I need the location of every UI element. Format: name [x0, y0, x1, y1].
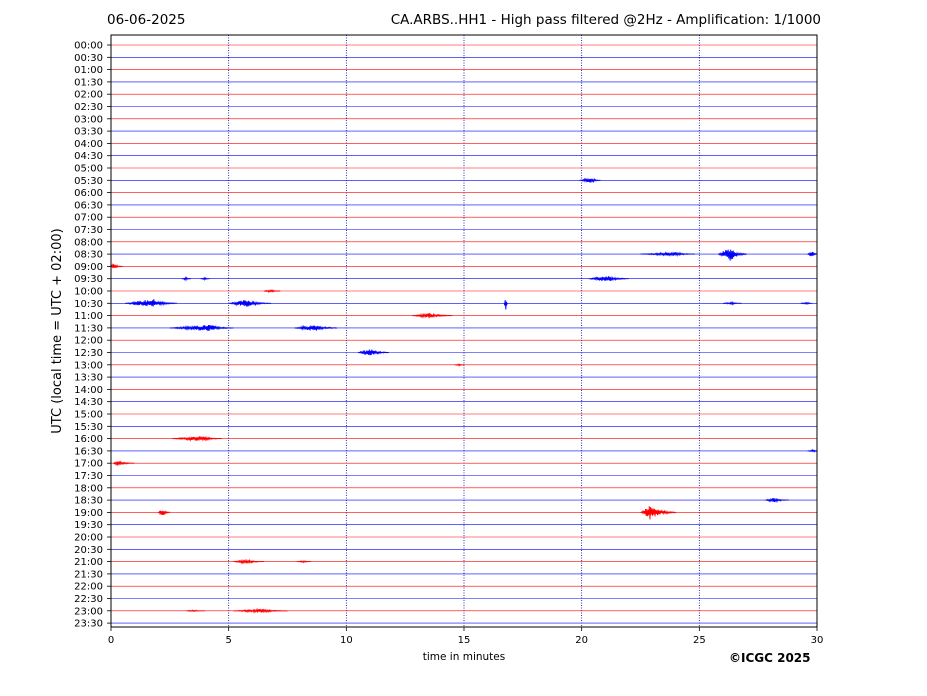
row-label: 08:00	[74, 237, 103, 248]
date-label: 06-06-2025	[107, 12, 186, 28]
row-label: 00:00	[74, 41, 103, 52]
row-label: 06:30	[74, 200, 103, 211]
seismic-event	[124, 299, 178, 307]
seismic-event	[233, 558, 265, 565]
seismic-event	[233, 607, 288, 614]
x-tick-label: 20	[575, 635, 588, 646]
seismic-event	[228, 300, 272, 307]
seismic-event	[640, 251, 695, 257]
row-label: 06:00	[74, 188, 103, 199]
row-label: 10:30	[74, 299, 103, 310]
seismic-event	[263, 289, 281, 293]
seismic-event	[640, 506, 677, 520]
x-tick-label: 25	[693, 635, 706, 646]
seismic-event	[186, 609, 206, 613]
row-label: 01:30	[74, 77, 103, 88]
x-tick-label: 5	[225, 635, 231, 646]
row-label: 12:30	[74, 348, 103, 359]
row-label: 13:30	[74, 373, 103, 384]
row-label: 20:00	[74, 533, 103, 544]
seismic-event	[113, 460, 135, 466]
seismic-event	[722, 300, 742, 306]
row-label: 09:30	[74, 274, 103, 285]
x-tick-label: 15	[458, 635, 471, 646]
vertical-grid	[228, 35, 700, 627]
row-label: 22:00	[74, 582, 103, 593]
seismic-event	[200, 276, 210, 281]
row-label: 01:00	[74, 65, 103, 76]
x-tick-label: 30	[811, 635, 824, 646]
trace-baselines	[111, 44, 817, 624]
x-ticks: 0 5 10 15 20 25 30	[108, 627, 824, 646]
seismic-event	[579, 177, 601, 184]
seismic-event	[454, 363, 465, 367]
row-label: 21:30	[74, 569, 103, 580]
row-label: 20:30	[74, 545, 103, 556]
row-label: 02:00	[74, 90, 103, 101]
row-label: 08:30	[74, 250, 103, 261]
row-label: 02:30	[74, 102, 103, 113]
row-label: 04:00	[74, 139, 103, 150]
chart-title: CA.ARBS..HH1 - High pass filtered @2Hz -…	[390, 12, 821, 28]
row-label: 00:30	[74, 53, 103, 64]
row-label: 07:30	[74, 225, 103, 236]
row-label: 19:00	[74, 508, 103, 519]
seismic-event	[181, 276, 192, 282]
row-label: 04:30	[74, 151, 103, 162]
seismic-event	[358, 349, 389, 356]
y-axis-label: UTC (local time = UTC + 02:00)	[50, 228, 65, 433]
row-label: 11:00	[74, 311, 103, 322]
row-label: 19:30	[74, 520, 103, 531]
seismic-event	[807, 251, 818, 257]
row-label: 17:30	[74, 471, 103, 482]
row-label: 18:00	[74, 483, 103, 494]
row-label: 07:00	[74, 213, 103, 224]
row-label: 22:30	[74, 594, 103, 605]
seismic-event	[157, 510, 171, 516]
row-label: 16:30	[74, 446, 103, 457]
seismic-event	[800, 301, 813, 306]
row-label: 10:00	[74, 287, 103, 298]
row-label: 23:00	[74, 606, 103, 617]
row-label: 09:00	[74, 262, 103, 273]
x-axis-label: time in minutes	[423, 651, 505, 663]
row-label: 13:00	[74, 360, 103, 371]
seismic-event	[588, 276, 629, 282]
x-tick-label: 0	[108, 635, 114, 646]
seismic-event	[169, 324, 234, 331]
seismic-event	[296, 560, 311, 564]
row-label: 23:30	[74, 619, 103, 630]
row-label: 15:00	[74, 410, 103, 421]
copyright-label: ©ICGC 2025	[729, 651, 811, 665]
seismic-event	[110, 263, 123, 269]
row-label: 17:00	[74, 459, 103, 470]
seismic-event	[807, 448, 818, 453]
row-label: 12:00	[74, 336, 103, 347]
row-label: 21:00	[74, 557, 103, 568]
row-label: 16:00	[74, 434, 103, 445]
seismic-event	[412, 312, 453, 319]
seismic-events	[110, 177, 818, 614]
seismic-event	[503, 300, 508, 310]
row-label: 05:30	[74, 176, 103, 187]
seismic-event	[765, 497, 789, 504]
row-label: 14:30	[74, 397, 103, 408]
seismic-event	[172, 435, 222, 442]
row-label: 14:00	[74, 385, 103, 396]
x-tick-label: 10	[340, 635, 353, 646]
row-label: 05:00	[74, 164, 103, 175]
row-label: 18:30	[74, 496, 103, 507]
row-label: 03:30	[74, 127, 103, 138]
row-label: 11:30	[74, 323, 103, 334]
seismic-event	[294, 324, 338, 331]
seismic-event	[718, 249, 747, 261]
row-label: 15:30	[74, 422, 103, 433]
row-label: 03:00	[74, 114, 103, 125]
